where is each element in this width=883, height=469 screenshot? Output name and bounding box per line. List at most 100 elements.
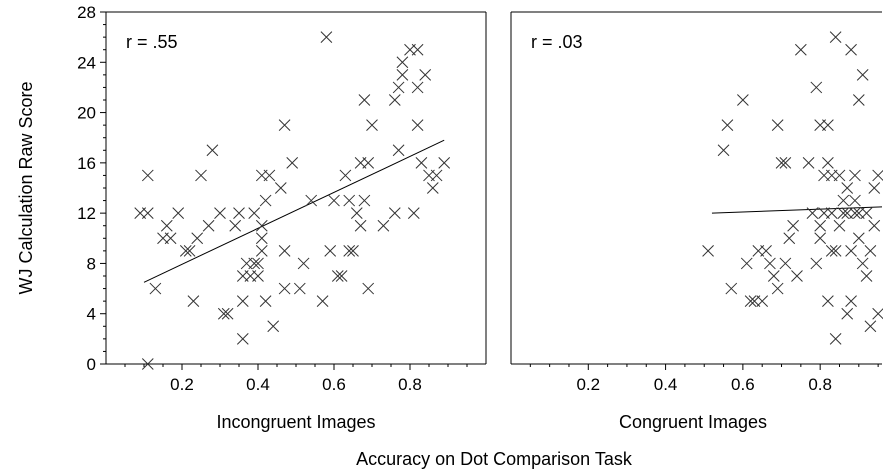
data-point — [415, 157, 428, 169]
data-point — [860, 270, 873, 282]
data-point — [868, 182, 881, 194]
data-point — [392, 81, 405, 94]
data-point — [347, 245, 359, 257]
x-tick-label: 0.6 — [731, 375, 755, 394]
data-point — [856, 257, 869, 270]
data-point — [868, 219, 881, 232]
y-tick-label: 20 — [77, 104, 96, 123]
data-point — [702, 245, 714, 257]
data-point — [278, 245, 291, 257]
data-point — [263, 169, 276, 182]
y-tick-label: 0 — [87, 355, 96, 374]
data-point — [362, 282, 375, 295]
panel-1: 0 4 8 12 16 20 24 28 0.2 0.4 0.6 0.8 Incongruent Ima… — [77, 3, 487, 432]
data-point — [779, 157, 792, 169]
data-point — [764, 257, 776, 270]
data-point — [744, 295, 757, 307]
data-point — [721, 119, 734, 131]
data-point — [236, 295, 249, 307]
data-point — [852, 94, 865, 106]
data-point — [822, 157, 834, 169]
data-point — [779, 257, 792, 270]
data-point — [802, 157, 815, 169]
data-point — [252, 270, 264, 282]
panel-2: 0.2 0.4 0.6 0.8 Congruent Images r = .03 — [510, 11, 883, 432]
x-tick-label: 0.4 — [654, 375, 678, 394]
data-point — [293, 282, 306, 295]
data-point — [377, 219, 390, 232]
data-point — [221, 307, 234, 320]
data-point — [233, 207, 245, 219]
data-point — [206, 144, 219, 157]
data-point — [856, 69, 869, 81]
data-point — [411, 81, 424, 94]
data-point — [259, 295, 272, 307]
data-point — [343, 245, 356, 257]
data-point — [829, 333, 842, 345]
y-tick-label: 4 — [87, 305, 96, 324]
data-point — [259, 194, 272, 207]
data-point — [274, 182, 287, 194]
data-point — [825, 245, 838, 257]
data-point — [849, 207, 861, 219]
data-point — [339, 169, 352, 182]
data-point — [852, 232, 865, 245]
data-point — [362, 157, 375, 169]
data-point — [833, 169, 846, 182]
data-point — [849, 194, 861, 207]
data-point — [252, 257, 264, 270]
data-point — [829, 245, 842, 257]
data-point — [217, 307, 230, 320]
data-point — [248, 207, 261, 219]
data-point — [316, 295, 329, 307]
data-point — [438, 157, 451, 169]
data-point — [717, 144, 730, 157]
y-axis-title: WJ Calculation Raw Score — [16, 81, 36, 294]
data-point — [845, 295, 857, 307]
data-point — [195, 169, 207, 182]
data-point — [396, 69, 409, 81]
data-point — [149, 282, 162, 295]
correlation-label: r = .03 — [531, 32, 583, 52]
data-point — [164, 232, 177, 245]
data-point — [841, 182, 854, 194]
data-point — [388, 207, 401, 219]
data-point — [825, 207, 838, 219]
data-point — [179, 245, 192, 257]
data-point — [872, 169, 883, 182]
y-tick-label: 8 — [87, 254, 96, 273]
data-point — [860, 207, 873, 219]
data-point — [187, 295, 200, 307]
data-point — [841, 307, 854, 320]
data-point — [864, 245, 877, 257]
data-point — [411, 43, 424, 56]
data-point — [787, 219, 799, 232]
y-tick-label: 24 — [77, 53, 96, 72]
x-tick-label: 0.8 — [398, 375, 422, 394]
data-point — [297, 257, 310, 270]
data-point — [791, 270, 803, 282]
data-point — [810, 257, 823, 270]
data-point — [229, 219, 242, 232]
shared-x-axis-title: Accuracy on Dot Comparison Task — [356, 449, 633, 469]
x-tick-label: 0.6 — [322, 375, 346, 394]
data-point — [822, 295, 834, 307]
data-point — [286, 157, 299, 169]
y-tick-label: 16 — [77, 154, 96, 173]
y-tick-label: 28 — [77, 3, 96, 22]
data-point — [396, 56, 409, 69]
regression-line — [143, 139, 445, 283]
data-point — [354, 219, 367, 232]
x-tick-label: 0.8 — [808, 375, 832, 394]
data-point — [794, 43, 807, 56]
data-point — [214, 207, 226, 219]
data-point — [872, 307, 883, 320]
data-point — [829, 31, 842, 43]
data-point — [255, 219, 268, 232]
data-point — [328, 194, 340, 207]
data-point — [814, 219, 827, 232]
data-point — [771, 119, 784, 131]
data-point — [430, 169, 443, 182]
data-point — [814, 232, 827, 245]
